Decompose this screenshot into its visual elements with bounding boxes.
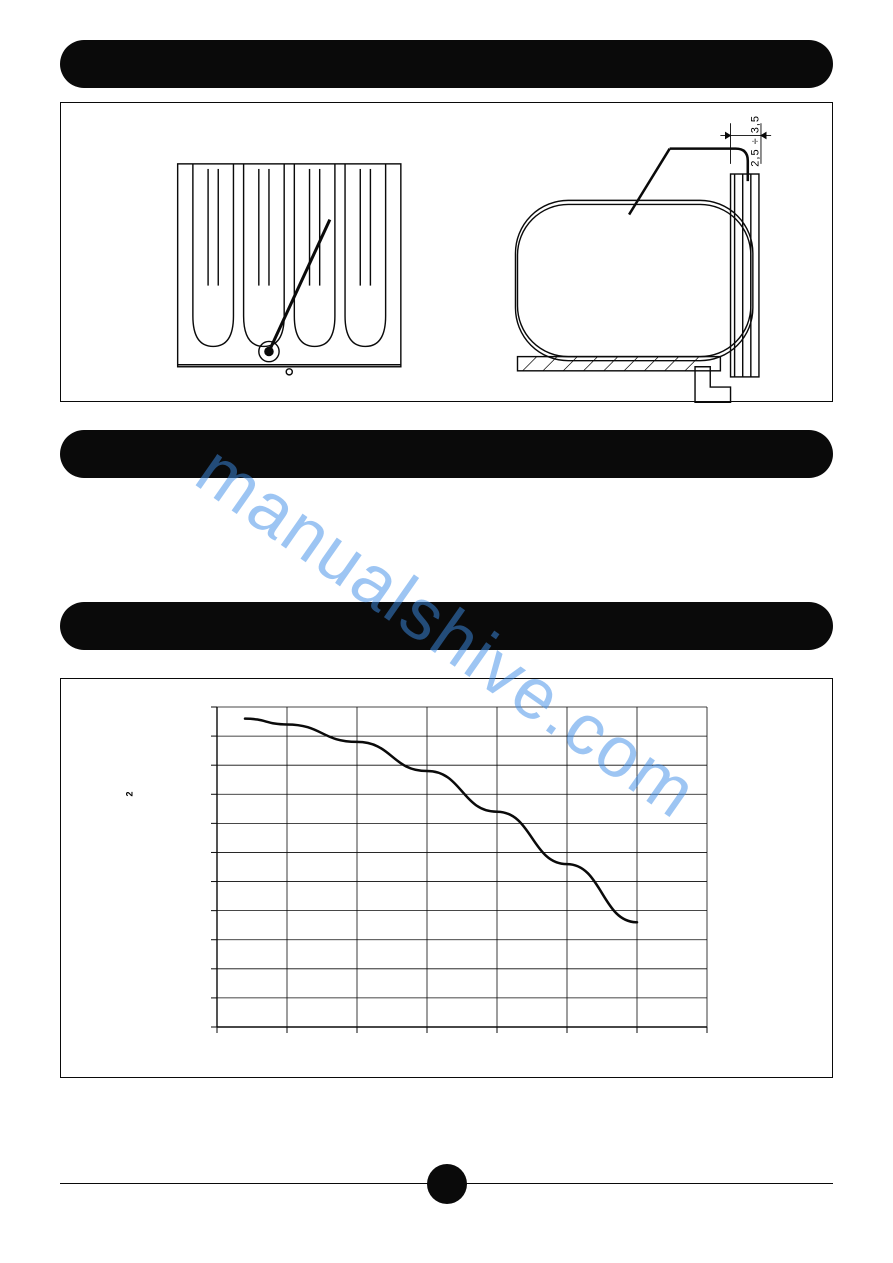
figure-box-1: 2,5 ÷ 3,5: [60, 102, 833, 402]
chart-figure-box: 2: [60, 678, 833, 1078]
section-bar-2: [60, 430, 833, 478]
y-axis-exponent: 2: [125, 791, 135, 796]
page-number-circle: [427, 1164, 467, 1204]
page-footer-rule: [60, 1183, 833, 1233]
pump-curve-chart: [167, 697, 727, 1057]
dimension-label: 2,5 ÷ 3,5: [750, 115, 762, 167]
section-bar-1: [60, 40, 833, 88]
section-bar-3: [60, 602, 833, 650]
technical-drawing-burner: [61, 103, 832, 403]
spacer: [60, 492, 833, 602]
